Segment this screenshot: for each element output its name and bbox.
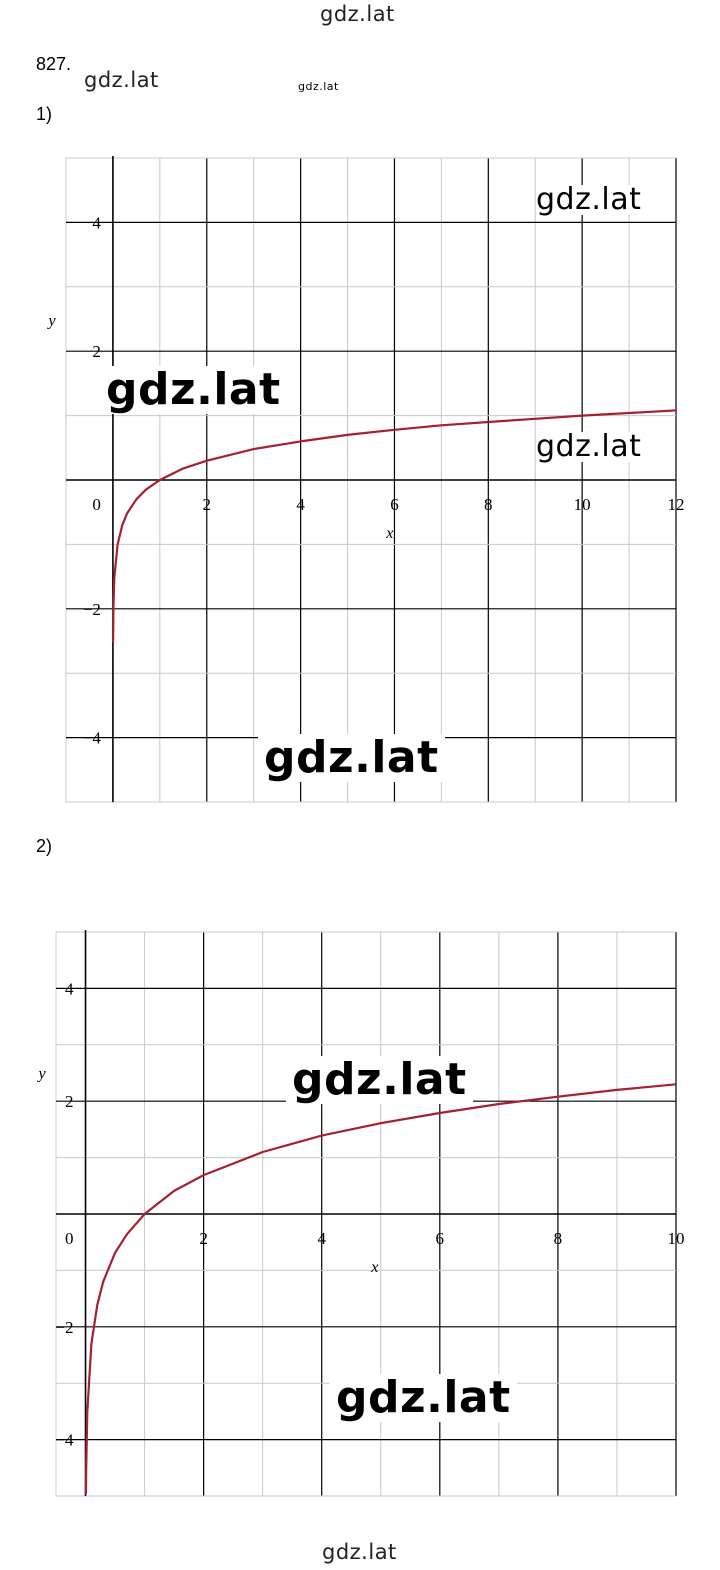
y-tick-label: −2 xyxy=(55,1318,73,1337)
y-axis-label: y xyxy=(46,312,56,329)
watermark-bottom: gdz.lat xyxy=(322,1540,397,1564)
watermark-chart2-top: gdz.lat xyxy=(286,1056,473,1104)
watermark-chart2-bottom: gdz.lat xyxy=(330,1374,517,1422)
y-tick-label: −4 xyxy=(83,729,102,748)
x-tick-label: 4 xyxy=(317,1229,326,1248)
y-axis-label: y xyxy=(36,1066,46,1083)
x-tick-label: 12 xyxy=(668,495,685,514)
watermark-small-1: gdz.lat xyxy=(84,68,159,92)
watermark-chart1-topright: gdz.lat xyxy=(536,185,646,215)
watermark-chart1-right: gdz.lat xyxy=(536,432,646,462)
x-tick-label: 8 xyxy=(554,1229,563,1248)
part-1-label: 1) xyxy=(36,104,53,124)
watermark-top: gdz.lat xyxy=(320,2,395,26)
series-line xyxy=(112,409,677,643)
y-tick-label: 4 xyxy=(65,979,74,998)
x-tick-label: 10 xyxy=(668,1229,685,1248)
watermark-chart1-bottom: gdz.lat xyxy=(258,734,445,782)
x-tick-label: 10 xyxy=(574,495,591,514)
origin-label: 0 xyxy=(65,1229,74,1248)
x-tick-label: 8 xyxy=(484,495,493,514)
x-tick-label: 4 xyxy=(296,495,305,514)
x-axis-label: x xyxy=(370,1259,378,1276)
part-2-label: 2) xyxy=(36,836,53,856)
chart-2: 4 2 −2 −4 2 4 6 8 10 0 x y xyxy=(36,930,685,1497)
watermark-tiny: gdz.lat xyxy=(298,80,339,93)
y-tick-label: −4 xyxy=(55,1431,74,1450)
x-tick-label: 6 xyxy=(436,1229,445,1248)
x-tick-label: 2 xyxy=(199,1229,208,1248)
x-tick-label: 6 xyxy=(390,495,399,514)
series-line xyxy=(84,1083,677,1494)
x-axis-label: x xyxy=(385,525,393,542)
y-tick-label: 2 xyxy=(92,342,101,361)
y-tick-label: −2 xyxy=(83,600,101,619)
watermark-chart1-left: gdz.lat xyxy=(102,366,285,414)
chart-1: 4 2 −2 −4 2 4 6 8 10 12 0 x y xyxy=(46,156,685,803)
y-tick-label: 4 xyxy=(92,213,101,232)
origin-label: 0 xyxy=(92,495,101,514)
x-tick-label: 2 xyxy=(203,495,212,514)
problem-number: 827. xyxy=(36,54,72,74)
y-tick-label: 2 xyxy=(65,1092,74,1111)
